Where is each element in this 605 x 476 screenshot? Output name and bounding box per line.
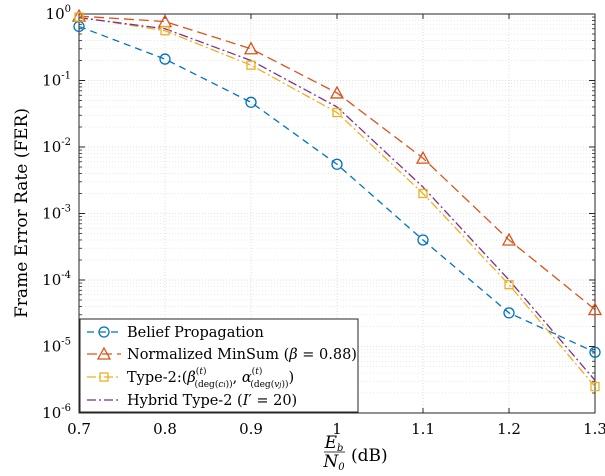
svg-text:N0: N0 — [322, 452, 345, 473]
y-tick-label: 10-4 — [42, 270, 71, 289]
series-0-point — [417, 234, 429, 246]
legend-entry-normalized-minsum: Normalized MinSum (β = 0.88) — [87, 346, 357, 363]
series-0-line — [78, 25, 596, 353]
x-tick-label: 1.1 — [411, 420, 435, 438]
series-markers — [71, 8, 603, 392]
series-0-point — [331, 158, 343, 170]
series-0-point — [245, 96, 257, 108]
y-tick-label: 100 — [46, 4, 71, 23]
legend-label-belief-propagation: Belief Propagation — [127, 325, 264, 341]
series-2-point — [246, 60, 256, 70]
legend-label-hybrid-type-2: Hybrid Type-2 (I′ = 20) — [127, 393, 297, 409]
series-0-point — [589, 346, 601, 358]
x-tick-label: 0.7 — [67, 420, 91, 438]
series-2-point — [332, 107, 342, 118]
series-1-point — [415, 150, 431, 164]
x-tick-label: 1.2 — [497, 420, 521, 438]
series-lines — [78, 15, 596, 387]
series-1-point — [501, 232, 517, 246]
series-2-point — [160, 26, 170, 36]
series-1-line — [78, 15, 596, 311]
x-axis-title-den: N — [322, 452, 339, 472]
x-tick-label: 0.8 — [153, 420, 177, 438]
x-tick-label: 1.3 — [583, 420, 605, 438]
series-2-line — [78, 16, 596, 387]
x-axis-title: Eb N0 (dB) — [322, 433, 387, 473]
series-2-point — [74, 12, 84, 22]
x-axis-title-num: E — [324, 433, 338, 453]
series-3-line — [78, 17, 596, 381]
series-2-point — [590, 381, 600, 392]
x-tick-label: 1 — [332, 420, 342, 438]
legend-entry-belief-propagation: Belief Propagation — [87, 325, 264, 341]
x-tick-label: 0.9 — [239, 420, 263, 438]
x-axis-title-unit: (dB) — [351, 446, 388, 466]
legend-label-normalized-minsum: Normalized MinSum (β = 0.88) — [127, 347, 357, 363]
y-tick-label: 10-1 — [42, 71, 71, 90]
x-axis-title-num-sub: b — [337, 443, 343, 454]
series-0-point — [503, 307, 515, 319]
axis-ticks: 0.7 0.8 0.9 1 1.1 1.2 1.3 10-6 10-5 10-4 10-3 10-2 1… — [42, 4, 605, 438]
series-1-point — [587, 302, 603, 316]
series-0-point — [159, 53, 171, 65]
y-tick-label: 10-5 — [42, 337, 71, 356]
series-2-point — [418, 188, 428, 199]
series-2-point — [504, 280, 514, 290]
series-1-point — [329, 85, 345, 99]
svg-text:Eb: Eb — [324, 433, 344, 454]
legend-box — [79, 318, 359, 413]
y-tick-label: 10-2 — [42, 137, 71, 156]
y-tick-label: 10-3 — [42, 204, 71, 223]
x-axis-title-den-sub: 0 — [338, 462, 345, 473]
y-axis-title: Frame Error Rate (FER) — [12, 108, 32, 318]
y-tick-label: 10-6 — [42, 403, 71, 422]
legend-entry-hybrid-type-2: Hybrid Type-2 (I′ = 20) — [87, 393, 297, 409]
legend: Belief Propagation Normalized MinSum (β … — [79, 318, 359, 413]
series-1-point — [243, 41, 259, 55]
